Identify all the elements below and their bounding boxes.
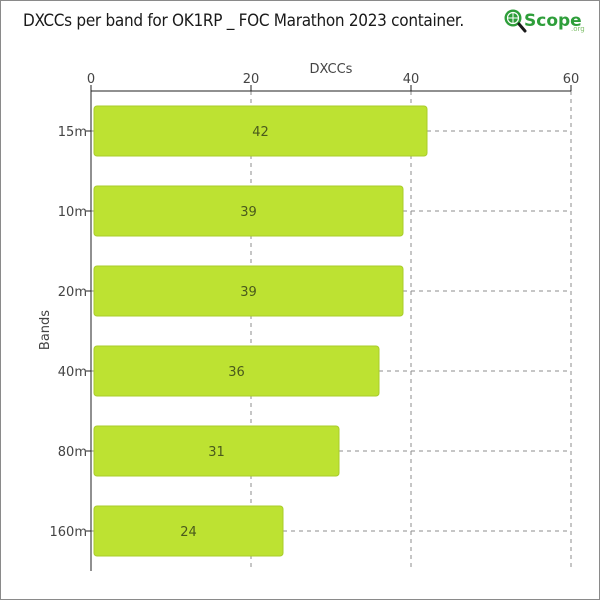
chart-title: DXCCs per band for OK1RP _ FOC Marathon … (23, 11, 464, 31)
axis-layer: 15m 10m 20m 40m 80m 160m 0 20 40 60 (50, 72, 580, 571)
bar-80m (93, 425, 340, 477)
data-label-160m: 24 (180, 525, 197, 540)
x-tick-label-40: 40 (403, 72, 420, 87)
data-label-15m: 42 (252, 125, 269, 140)
logo-suffix: .org (571, 25, 585, 33)
scope-logo: Scope .org (504, 9, 585, 33)
grid-layer (91, 91, 572, 571)
logo-text: Scope (524, 11, 582, 31)
y-tick-label-40m: 40m (58, 365, 87, 380)
y-tick-label-20m: 20m (58, 285, 87, 300)
x-tick-label-60: 60 (563, 72, 580, 87)
bar-10m (93, 185, 404, 237)
bar-20m (93, 265, 404, 317)
x-axis-title: DXCCs (310, 62, 353, 77)
data-label-10m: 39 (240, 205, 257, 220)
y-tick-label-80m: 80m (58, 445, 87, 460)
data-label-20m: 39 (240, 285, 257, 300)
x-tick-label-20: 20 (243, 72, 260, 87)
y-tick-label-15m: 15m (58, 125, 87, 140)
bar-layer: 42 39 39 36 31 24 (93, 105, 428, 557)
bar-40m (93, 345, 380, 397)
bar-160m (93, 505, 284, 557)
x-tick-label-0: 0 (87, 72, 95, 87)
bar-15m (93, 105, 428, 157)
data-label-80m: 31 (208, 445, 225, 460)
data-label-40m: 36 (228, 365, 245, 380)
y-tick-label-160m: 160m (50, 525, 87, 540)
y-axis-title: Bands (38, 310, 53, 350)
y-tick-label-10m: 10m (58, 205, 87, 220)
